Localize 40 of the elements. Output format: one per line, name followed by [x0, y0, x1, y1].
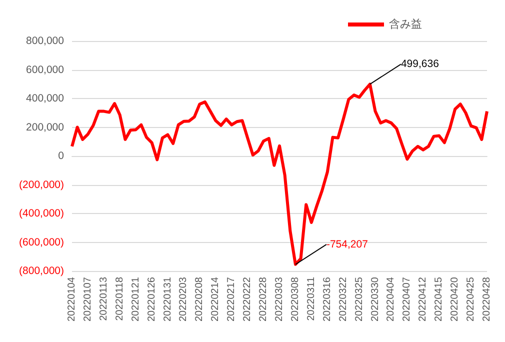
x-tick-label: 20220303 [274, 276, 285, 322]
y-tick-label: (800,000) [19, 265, 64, 277]
x-tick-label: 20220420 [450, 276, 461, 322]
x-tick-label: 20220118 [114, 276, 126, 321]
line-series [70, 82, 488, 266]
x-tick-label: 20220322 [338, 276, 349, 322]
x-tick-label: 20220131 [162, 276, 174, 322]
x-tick-label: 20220316 [322, 276, 333, 322]
x-tick-label: 20220222 [242, 276, 254, 322]
data-label: -754,207 [326, 238, 368, 250]
x-tick-label: 20220208 [194, 276, 206, 322]
y-tick-label: 400,000 [26, 92, 64, 104]
y-tick-label: 0 [58, 150, 64, 162]
x-tick-label: 20220228 [258, 276, 270, 322]
data-label: 499,636 [400, 58, 440, 70]
x-tick-label: 20220415 [434, 276, 445, 322]
x-tick-label: 20220308 [290, 276, 301, 322]
x-tick-label: 20220104 [66, 276, 78, 322]
x-tick-label: 20220325 [354, 276, 365, 322]
x-tick-label: 20220126 [146, 276, 158, 322]
x-tick-label: 20220404 [386, 276, 397, 322]
x-tick-label: 20220217 [226, 276, 238, 322]
x-tick-label: 20220121 [130, 276, 142, 322]
x-tick-label: 20220214 [210, 276, 222, 322]
x-tick-label: 20220311 [306, 276, 317, 321]
y-tick-label: 600,000 [26, 64, 64, 76]
x-tick-label: 20220428 [482, 276, 492, 322]
x-tick-label: 20220113 [98, 276, 110, 321]
x-tick-label: 20220407 [402, 276, 413, 322]
x-tick-label: 20220330 [370, 276, 381, 322]
x-tick-label: 20220425 [466, 276, 477, 322]
x-tick-label: 20220203 [178, 276, 190, 322]
y-tick-label: (400,000) [19, 208, 64, 220]
x-tick-label: 20220107 [82, 276, 94, 322]
y-tick-label: (600,000) [19, 236, 64, 248]
legend-label: 含み益 [389, 18, 422, 30]
y-tick-label: (200,000) [19, 178, 64, 191]
x-tick-label: 20220412 [418, 276, 429, 322]
y-tick-label: 200,000 [26, 121, 64, 134]
y-tick-label: 800,000 [26, 35, 64, 47]
